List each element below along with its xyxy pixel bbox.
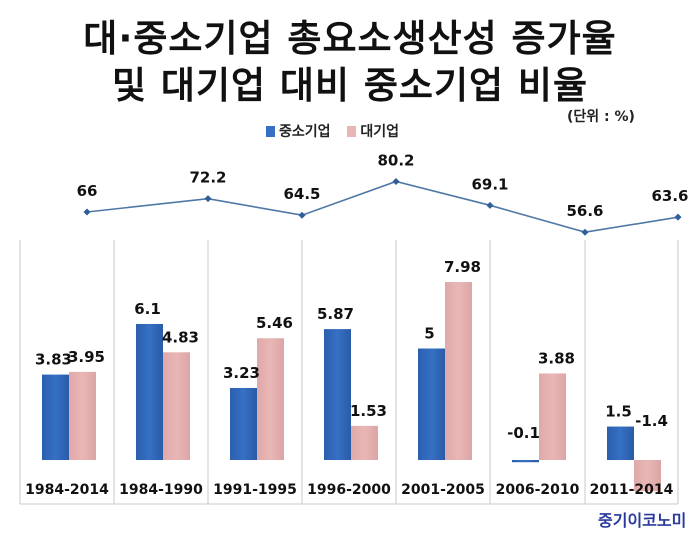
data-label-sme: 5 (424, 325, 434, 343)
legend-item-large: 대기업 (347, 124, 399, 140)
legend-label-sme: 중소기업 (279, 124, 331, 140)
bar-sme (136, 323, 163, 460)
chart-title-line-2: 및 대기업 대비 중소기업 비율 (111, 64, 588, 107)
data-label-large: 5.46 (256, 314, 293, 332)
data-label-large: 4.83 (162, 328, 199, 346)
category-tick-label: 1984-1990 (119, 482, 203, 498)
bar-large (445, 282, 472, 460)
data-label-large: 1.53 (350, 402, 387, 420)
data-label-large: 3.95 (68, 348, 105, 366)
bar-large (69, 371, 96, 460)
category-tick-label: 2011-2014 (590, 482, 674, 498)
chart-title-line-1: 대·중소기업 총요소생산성 증가율 (83, 17, 617, 60)
data-label-sme: -0.1 (507, 424, 540, 442)
ratio-line-point (486, 201, 494, 209)
data-label-sme: 6.1 (134, 300, 161, 318)
data-label-sme: 1.5 (605, 403, 632, 421)
category-tick-label: 1984-2014 (25, 482, 109, 498)
bar-large (351, 425, 378, 460)
bar-large (634, 460, 661, 492)
data-label-sme: 3.23 (223, 364, 260, 382)
ratio-line-label: 66 (77, 182, 98, 200)
bar-large (257, 338, 284, 460)
ratio-line-point (83, 208, 91, 216)
legend-label-large: 대기업 (360, 124, 400, 140)
ratio-line-label: 64.5 (283, 185, 320, 203)
bar-large (163, 352, 190, 460)
ratio-line-label: 63.6 (651, 187, 688, 205)
category-tick-label: 2006-2010 (496, 482, 580, 498)
data-label-sme: 5.87 (317, 305, 354, 323)
bar-sme (42, 374, 69, 460)
ratio-line-point (581, 228, 589, 236)
ratio-line-label: 69.1 (471, 175, 508, 193)
category-tick-label: 1996-2000 (307, 482, 391, 498)
data-label-large: 3.88 (538, 349, 575, 367)
ratio-line-point (298, 211, 306, 219)
brand-logo-text: 중기이코노미 (598, 511, 687, 530)
bar-large (539, 373, 566, 460)
legend-item-sme: 중소기업 (266, 124, 331, 140)
bar-sme (607, 426, 634, 460)
data-label-sme: 3.83 (35, 351, 72, 369)
bar-sme (418, 348, 445, 460)
ratio-line-point (392, 177, 400, 185)
ratio-line-point (204, 195, 212, 203)
legend: 중소기업 대기업 (266, 121, 411, 141)
unit-label: (단위 : %) (567, 109, 635, 125)
legend-swatch-sme (266, 126, 275, 137)
ratio-line-point (674, 213, 682, 221)
bar-sme (324, 329, 351, 460)
category-tick-label: 2001-2005 (401, 482, 485, 498)
data-label-large: 7.98 (444, 258, 481, 276)
ratio-line-label: 72.2 (189, 169, 226, 187)
legend-swatch-large (347, 126, 357, 137)
category-tick-label: 1991-1995 (213, 482, 297, 498)
data-label-large: -1.4 (635, 412, 668, 430)
ratio-line-label: 80.2 (377, 151, 414, 169)
ratio-line-label: 56.6 (566, 202, 603, 220)
bar-sme (512, 460, 539, 463)
bar-sme (230, 387, 257, 460)
